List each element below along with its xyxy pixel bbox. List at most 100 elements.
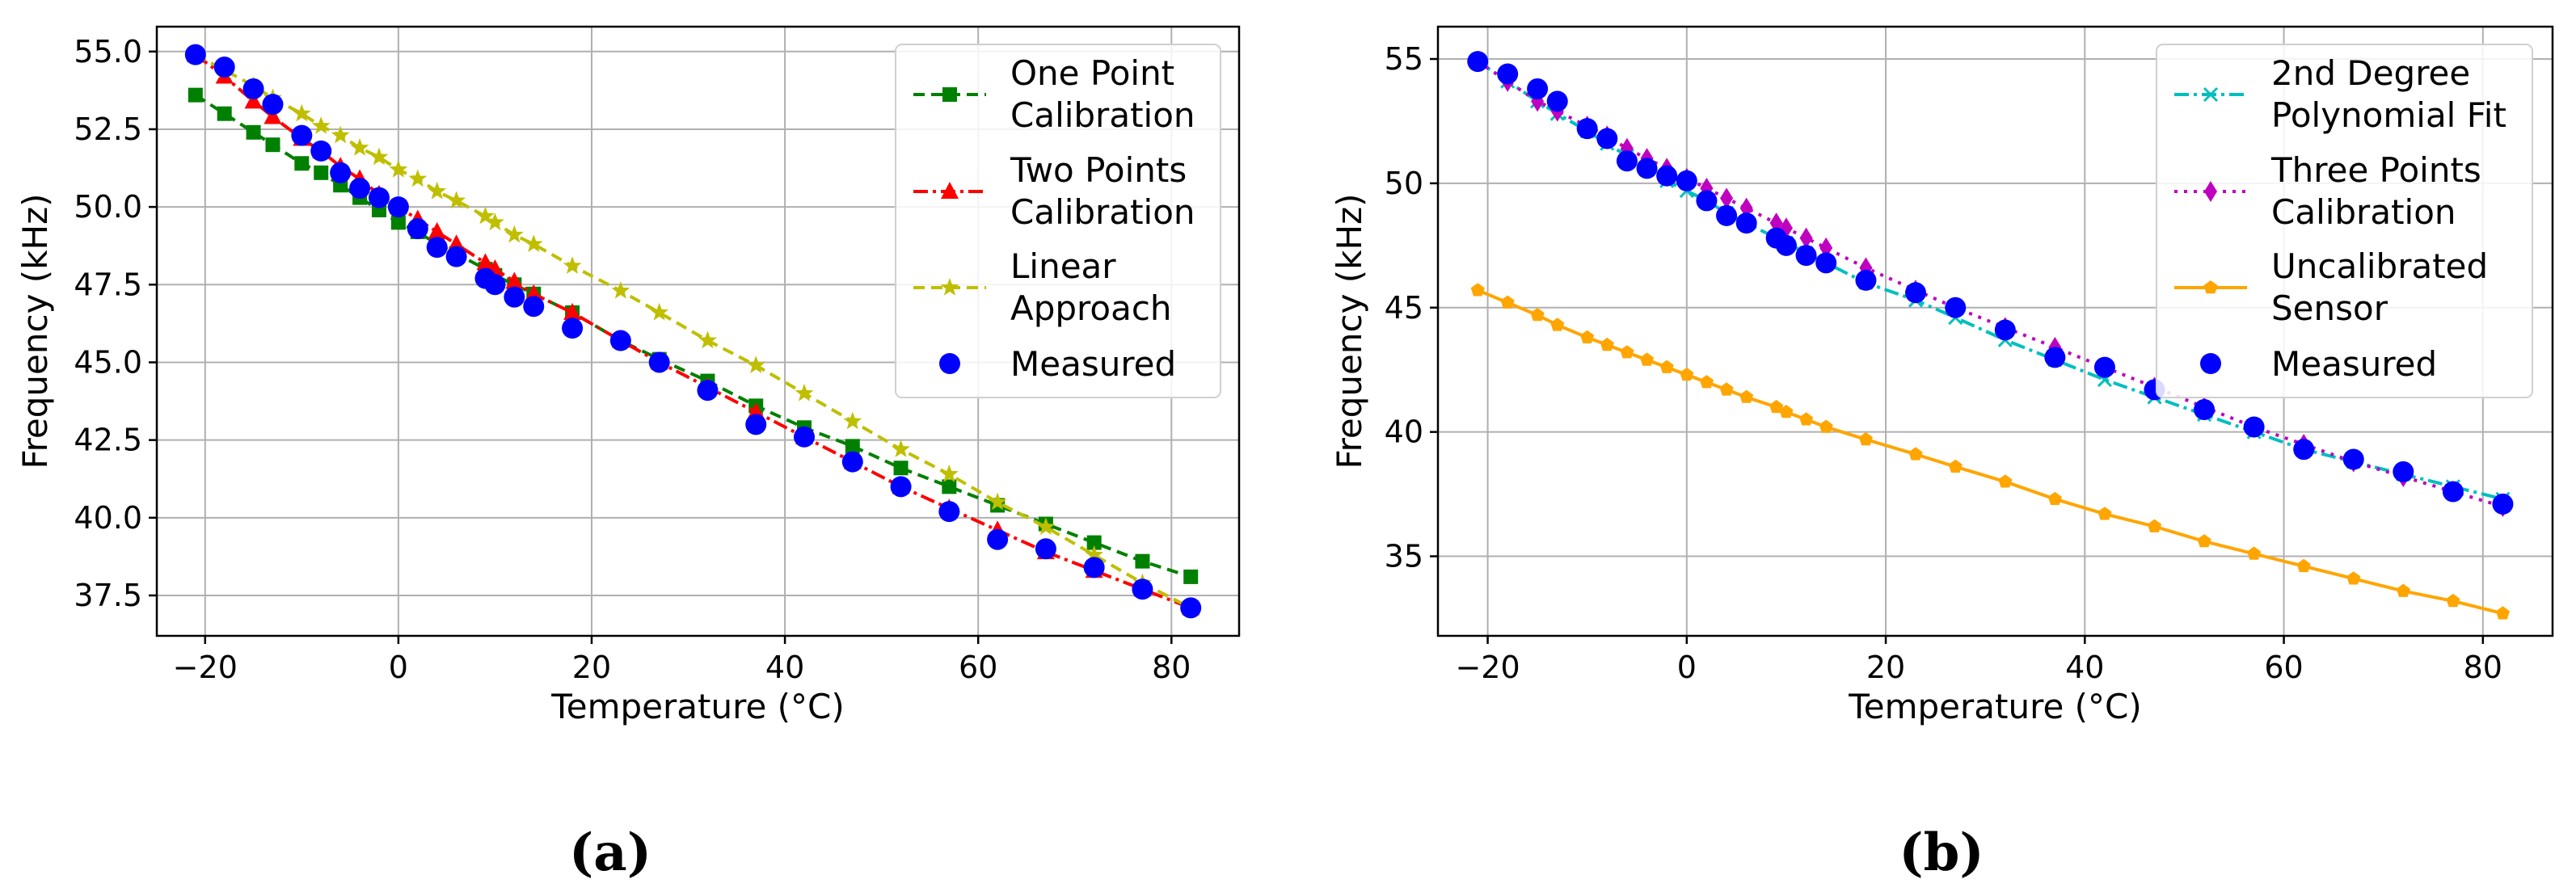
data-point (311, 116, 331, 134)
legend-marker (940, 278, 959, 296)
data-point (294, 156, 310, 171)
data-point (1858, 431, 1873, 446)
x-tick-label: −20 (1455, 650, 1520, 685)
x-tick-label: 0 (1677, 650, 1697, 685)
data-point (350, 138, 369, 156)
data-point (609, 330, 631, 351)
data-point (1855, 269, 1877, 291)
legend-marker (2203, 280, 2218, 294)
data-point (387, 196, 409, 218)
x-tick-label: 20 (1866, 650, 1905, 685)
data-point (1945, 297, 1967, 318)
data-point (188, 87, 203, 103)
data-point (2442, 481, 2464, 503)
data-point (2194, 398, 2216, 420)
series-3 (1467, 51, 2514, 515)
y-tick-label: 45 (1385, 290, 1423, 326)
data-point (1183, 569, 1199, 584)
data-point (845, 439, 860, 454)
legend-label-line: Linear (1010, 246, 1116, 286)
data-point (524, 234, 543, 252)
data-point (697, 380, 719, 402)
data-point (794, 426, 816, 448)
legend-label: 2nd Degree Polynomial Fit (2271, 53, 2506, 135)
data-point (2495, 606, 2510, 620)
data-point (504, 225, 524, 243)
legend-label-line: Calibration (1010, 192, 1195, 232)
data-point (368, 187, 390, 208)
x-tick-label: 20 (572, 650, 611, 685)
data-point (390, 215, 406, 230)
data-point (1676, 170, 1697, 191)
x-tick-label: 80 (1152, 650, 1191, 685)
data-point (505, 271, 524, 289)
data-point (1799, 412, 1814, 426)
data-point (2247, 546, 2262, 560)
y-tick-label: 40.0 (74, 500, 142, 536)
data-point (988, 492, 1007, 511)
data-point (408, 169, 428, 187)
data-point (1470, 283, 1485, 297)
data-point (1132, 578, 1153, 600)
data-point (1998, 474, 2013, 488)
data-point (1135, 553, 1150, 569)
data-point (1580, 330, 1595, 343)
legend-label-line: One Point (1010, 53, 1174, 93)
y-tick-label: 47.5 (74, 267, 142, 302)
data-point (841, 451, 863, 473)
legend-label: Three Points Calibration (2270, 150, 2481, 232)
data-point (2296, 558, 2311, 573)
data-point (426, 237, 448, 259)
data-point (562, 318, 584, 339)
legend-label: One Point Calibration (1010, 53, 1195, 135)
data-point (476, 206, 495, 225)
data-point (349, 178, 371, 200)
legend-label: Measured (1010, 344, 1176, 384)
data-point (1905, 282, 1926, 304)
data-point (447, 191, 466, 209)
series-3 (184, 44, 1202, 619)
y-tick-label: 55.0 (74, 34, 142, 69)
data-point (1716, 204, 1738, 226)
series-2 (1470, 283, 2510, 620)
legend: 2nd Degree Polynomial Fit Three Points Cali… (2156, 44, 2533, 398)
y-tick-label: 35 (1385, 539, 1423, 574)
data-point (893, 461, 909, 476)
data-point (2147, 519, 2162, 532)
x-tick-label: −20 (173, 650, 238, 685)
data-point (1035, 538, 1056, 560)
data-point (292, 103, 311, 122)
data-point (1616, 150, 1638, 172)
legend-label-line: Approach (1010, 288, 1172, 328)
data-point (407, 218, 428, 240)
x-tick-label: 60 (2264, 650, 2303, 685)
legend-label-line: Two Points (1010, 150, 1187, 190)
data-point (2097, 507, 2112, 520)
data-point (1600, 337, 1614, 351)
data-point (563, 302, 582, 320)
data-point (262, 94, 284, 116)
data-point (476, 253, 495, 271)
x-tick-label: 40 (2065, 650, 2104, 685)
data-point (428, 181, 447, 200)
legend-label-line: Three Points (2270, 150, 2481, 190)
data-point (2293, 439, 2315, 461)
plot-frame (155, 25, 1241, 637)
y-tick-label: 50.0 (74, 189, 142, 225)
data-point (1735, 212, 1757, 234)
data-point (1994, 319, 2016, 341)
legend-label: Two Points Calibration (1010, 150, 1195, 232)
data-point (890, 476, 912, 498)
y-tick-label: 40 (1385, 414, 1423, 450)
data-point (1620, 345, 1634, 359)
data-point (2393, 461, 2414, 482)
data-point (1640, 352, 1655, 366)
plot-frame (1436, 25, 2554, 637)
y-axis-label: Frequency (kHz) (1330, 193, 1369, 469)
data-point (698, 330, 717, 349)
data-point (1799, 227, 1813, 249)
data-point (1576, 118, 1598, 140)
data-point (213, 57, 235, 78)
data-point (1696, 190, 1718, 212)
